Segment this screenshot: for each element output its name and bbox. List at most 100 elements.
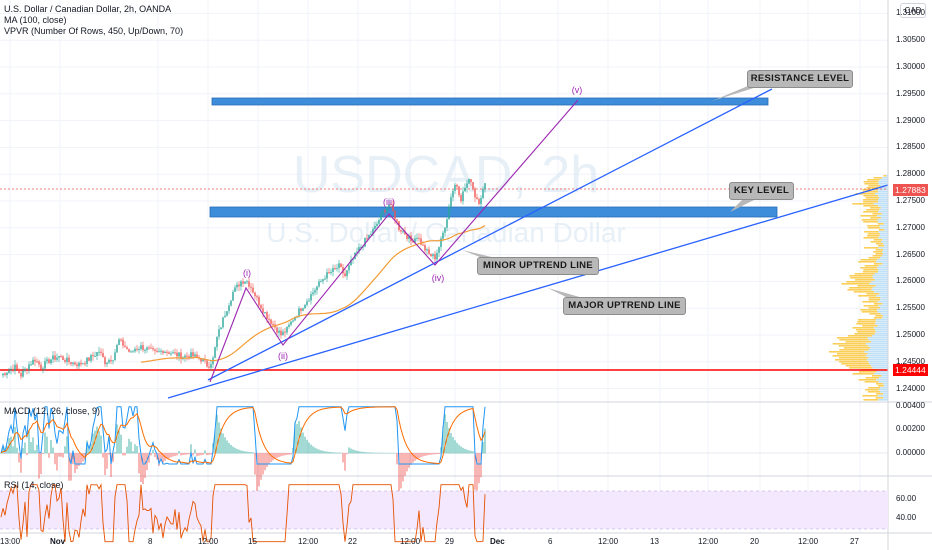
candle-body	[214, 347, 216, 358]
candle-body	[250, 286, 252, 288]
macd-histogram-bar	[126, 446, 128, 454]
volume-profile-bar-up	[855, 329, 876, 331]
macd-histogram-bar	[430, 453, 432, 455]
candle-body	[320, 281, 322, 283]
macd-histogram-bar	[184, 453, 186, 455]
candle-body	[278, 330, 280, 333]
candle-body	[210, 364, 212, 368]
major-callout-pointer	[548, 288, 583, 298]
macd-histogram-bar	[382, 452, 384, 454]
volume-profile-bar-down	[867, 337, 888, 339]
volume-profile-bar-down	[877, 311, 888, 313]
macd-legend[interactable]: MACD (12, 26, close, 9)	[4, 406, 101, 416]
wave-1-label: (i)	[243, 268, 251, 278]
ma-legend[interactable]: MA (100, close)	[4, 15, 67, 25]
macd-histogram-bar	[114, 451, 116, 454]
candle-body	[262, 308, 264, 313]
volume-profile-bar-up	[854, 333, 875, 335]
volume-profile-bar-down	[880, 387, 888, 389]
volume-profile-bar-up	[839, 361, 869, 363]
currency-badge[interactable]: CAD	[900, 3, 926, 18]
volume-profile-bar-up	[837, 337, 868, 339]
volume-profile-bar-down	[872, 367, 888, 369]
candle-body	[382, 210, 384, 214]
macd-histogram-bar	[288, 453, 290, 455]
macd-histogram-bar	[96, 426, 98, 454]
major-uptrend-line[interactable]	[167, 184, 889, 399]
macd-histogram-bar	[410, 453, 412, 465]
volume-profile-bar-up	[865, 197, 880, 199]
macd-histogram-bar	[112, 453, 114, 463]
price-tick: 1.27500	[896, 196, 925, 205]
rsi-tick-1: 40.00	[896, 513, 917, 522]
candle-body	[444, 227, 446, 233]
macd-histogram-bar	[180, 453, 182, 456]
macd-histogram-bar	[34, 450, 36, 454]
volume-profile-bar-up	[864, 247, 879, 249]
macd-histogram-bar	[466, 449, 468, 454]
volume-profile-bar-down	[876, 215, 888, 217]
candle-body	[308, 300, 310, 302]
minor-uptrend-callout[interactable]: MINOR UPTREND LINE	[477, 257, 599, 275]
volume-profile-bar-down	[878, 381, 888, 383]
volume-profile-bar-down	[877, 219, 888, 221]
key-level-callout[interactable]: KEY LEVEL	[729, 182, 794, 200]
candle-body	[292, 320, 294, 322]
time-tick: 13:00	[0, 537, 21, 546]
volume-profile-bar-down	[865, 343, 888, 345]
candle-body	[86, 357, 88, 364]
vpvr-legend[interactable]: VPVR (Number Of Rows, 450, Up/Down, 70)	[4, 26, 184, 36]
wave-2-label: (ii)	[278, 351, 288, 361]
volume-profile-bar-up	[839, 339, 869, 341]
macd-histogram-bar	[174, 453, 176, 456]
macd-histogram-bar	[10, 436, 12, 454]
candle-body	[364, 238, 366, 247]
volume-profile-bar-up	[875, 243, 884, 245]
candle-body	[478, 199, 480, 205]
macd-histogram-bar	[454, 440, 456, 454]
candle-body	[390, 203, 392, 205]
volume-profile-bar-down	[878, 265, 888, 267]
candle-body	[42, 368, 44, 370]
minor-uptrend-line[interactable]	[207, 88, 773, 381]
candle-body	[394, 210, 396, 220]
candle-body	[80, 362, 82, 365]
candle-body	[92, 355, 94, 357]
candlesticks	[2, 178, 486, 380]
elliott-wave-path[interactable]	[209, 99, 579, 383]
volume-profile-bar-up	[868, 307, 881, 309]
volume-profile-bar-down	[877, 301, 888, 303]
macd-histogram-bar	[418, 453, 420, 459]
time-tick: Dec	[490, 537, 505, 546]
major-uptrend-callout[interactable]: MAJOR UPTREND LINE	[563, 297, 686, 315]
volume-profile-bar-down	[884, 245, 888, 247]
macd-histogram-bar	[102, 453, 104, 458]
macd-histogram-bar	[386, 452, 388, 454]
volume-profile-bar-up	[837, 353, 868, 355]
volume-profile-bar-up	[863, 199, 879, 201]
price-tick: 1.31000	[896, 8, 925, 18]
key-level-zone[interactable]	[209, 206, 778, 218]
volume-profile-bar-up	[873, 251, 883, 253]
candle-body	[176, 352, 178, 357]
volume-profile-bar-up	[858, 371, 877, 373]
candle-body	[322, 279, 324, 282]
volume-profile-bar-down	[875, 319, 888, 321]
volume-profile-bar-up	[867, 391, 880, 393]
candle-body	[400, 229, 402, 232]
macd-histogram-bar	[176, 453, 178, 456]
macd-histogram-bar	[406, 453, 408, 472]
macd-histogram-bar	[202, 453, 204, 455]
candle-body	[30, 364, 32, 366]
candle-body	[416, 237, 418, 239]
candle-body	[468, 179, 470, 184]
candle-body	[290, 321, 292, 325]
price-tick: 1.30500	[896, 35, 925, 45]
time-tick: 12:00	[698, 537, 719, 546]
rsi-legend[interactable]: RSI (14, close)	[4, 480, 64, 490]
volume-profile-bar-down	[868, 361, 888, 363]
symbol-legend[interactable]: U.S. Dollar / Canadian Dollar, 2h, OANDA	[4, 4, 172, 14]
resistance-zone[interactable]	[211, 97, 769, 106]
resistance-level-callout[interactable]: RESISTANCE LEVEL	[747, 70, 853, 88]
